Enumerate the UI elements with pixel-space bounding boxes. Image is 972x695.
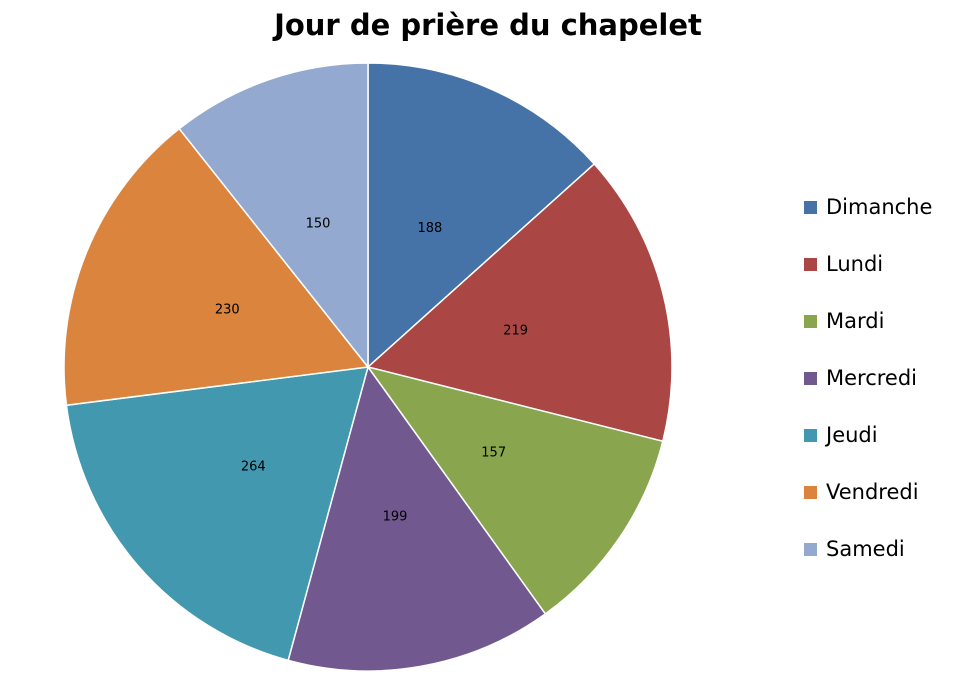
data-label-jeudi: 264	[241, 460, 266, 475]
legend-swatch-samedi	[804, 543, 817, 556]
legend-item-mercredi: Mercredi	[804, 350, 932, 407]
pie-slice-dimanche	[367, 62, 596, 369]
legend-label-mercredi: Mercredi	[826, 366, 918, 390]
chart-title: Jour de prière du chapelet	[274, 8, 702, 42]
data-label-samedi: 150	[306, 216, 331, 231]
legend-label-jeudi: Jeudi	[826, 423, 878, 447]
pie-slice-jeudi	[65, 366, 370, 662]
pie-slice-mercredi	[287, 365, 547, 672]
legend-item-lundi: Lundi	[804, 236, 932, 293]
legend-label-samedi: Samedi	[826, 537, 905, 561]
legend-swatch-lundi	[804, 258, 817, 271]
legend-item-mardi: Mardi	[804, 293, 932, 350]
legend: Dimanche Lundi Mardi Mercredi Jeudi Vendredi S…	[804, 179, 932, 578]
pie-slice-vendredi	[63, 127, 370, 407]
pie-data-labels: 188 219 157 199 264 230 150	[215, 216, 528, 524]
legend-swatch-mardi	[804, 315, 817, 328]
legend-label-mardi: Mardi	[826, 309, 885, 333]
data-label-dimanche: 188	[417, 221, 442, 236]
legend-item-samedi: Samedi	[804, 521, 932, 578]
legend-item-vendredi: Vendredi	[804, 464, 932, 521]
data-label-lundi: 219	[503, 324, 528, 339]
legend-swatch-dimanche	[804, 201, 817, 214]
legend-item-jeudi: Jeudi	[804, 407, 932, 464]
pie-slice-samedi	[178, 62, 369, 370]
legend-swatch-vendredi	[804, 486, 817, 499]
legend-item-dimanche: Dimanche	[804, 179, 932, 236]
legend-label-vendredi: Vendredi	[826, 480, 919, 504]
legend-swatch-mercredi	[804, 372, 817, 385]
data-label-mercredi: 199	[383, 510, 408, 525]
data-label-mardi: 157	[481, 446, 506, 461]
legend-label-lundi: Lundi	[826, 252, 884, 276]
legend-swatch-jeudi	[804, 429, 817, 442]
legend-label-dimanche: Dimanche	[826, 195, 933, 219]
pie-slices	[63, 62, 673, 672]
data-label-vendredi: 230	[215, 303, 240, 318]
pie-slice-mardi	[366, 365, 664, 615]
pie-slice-lundi	[366, 162, 673, 443]
